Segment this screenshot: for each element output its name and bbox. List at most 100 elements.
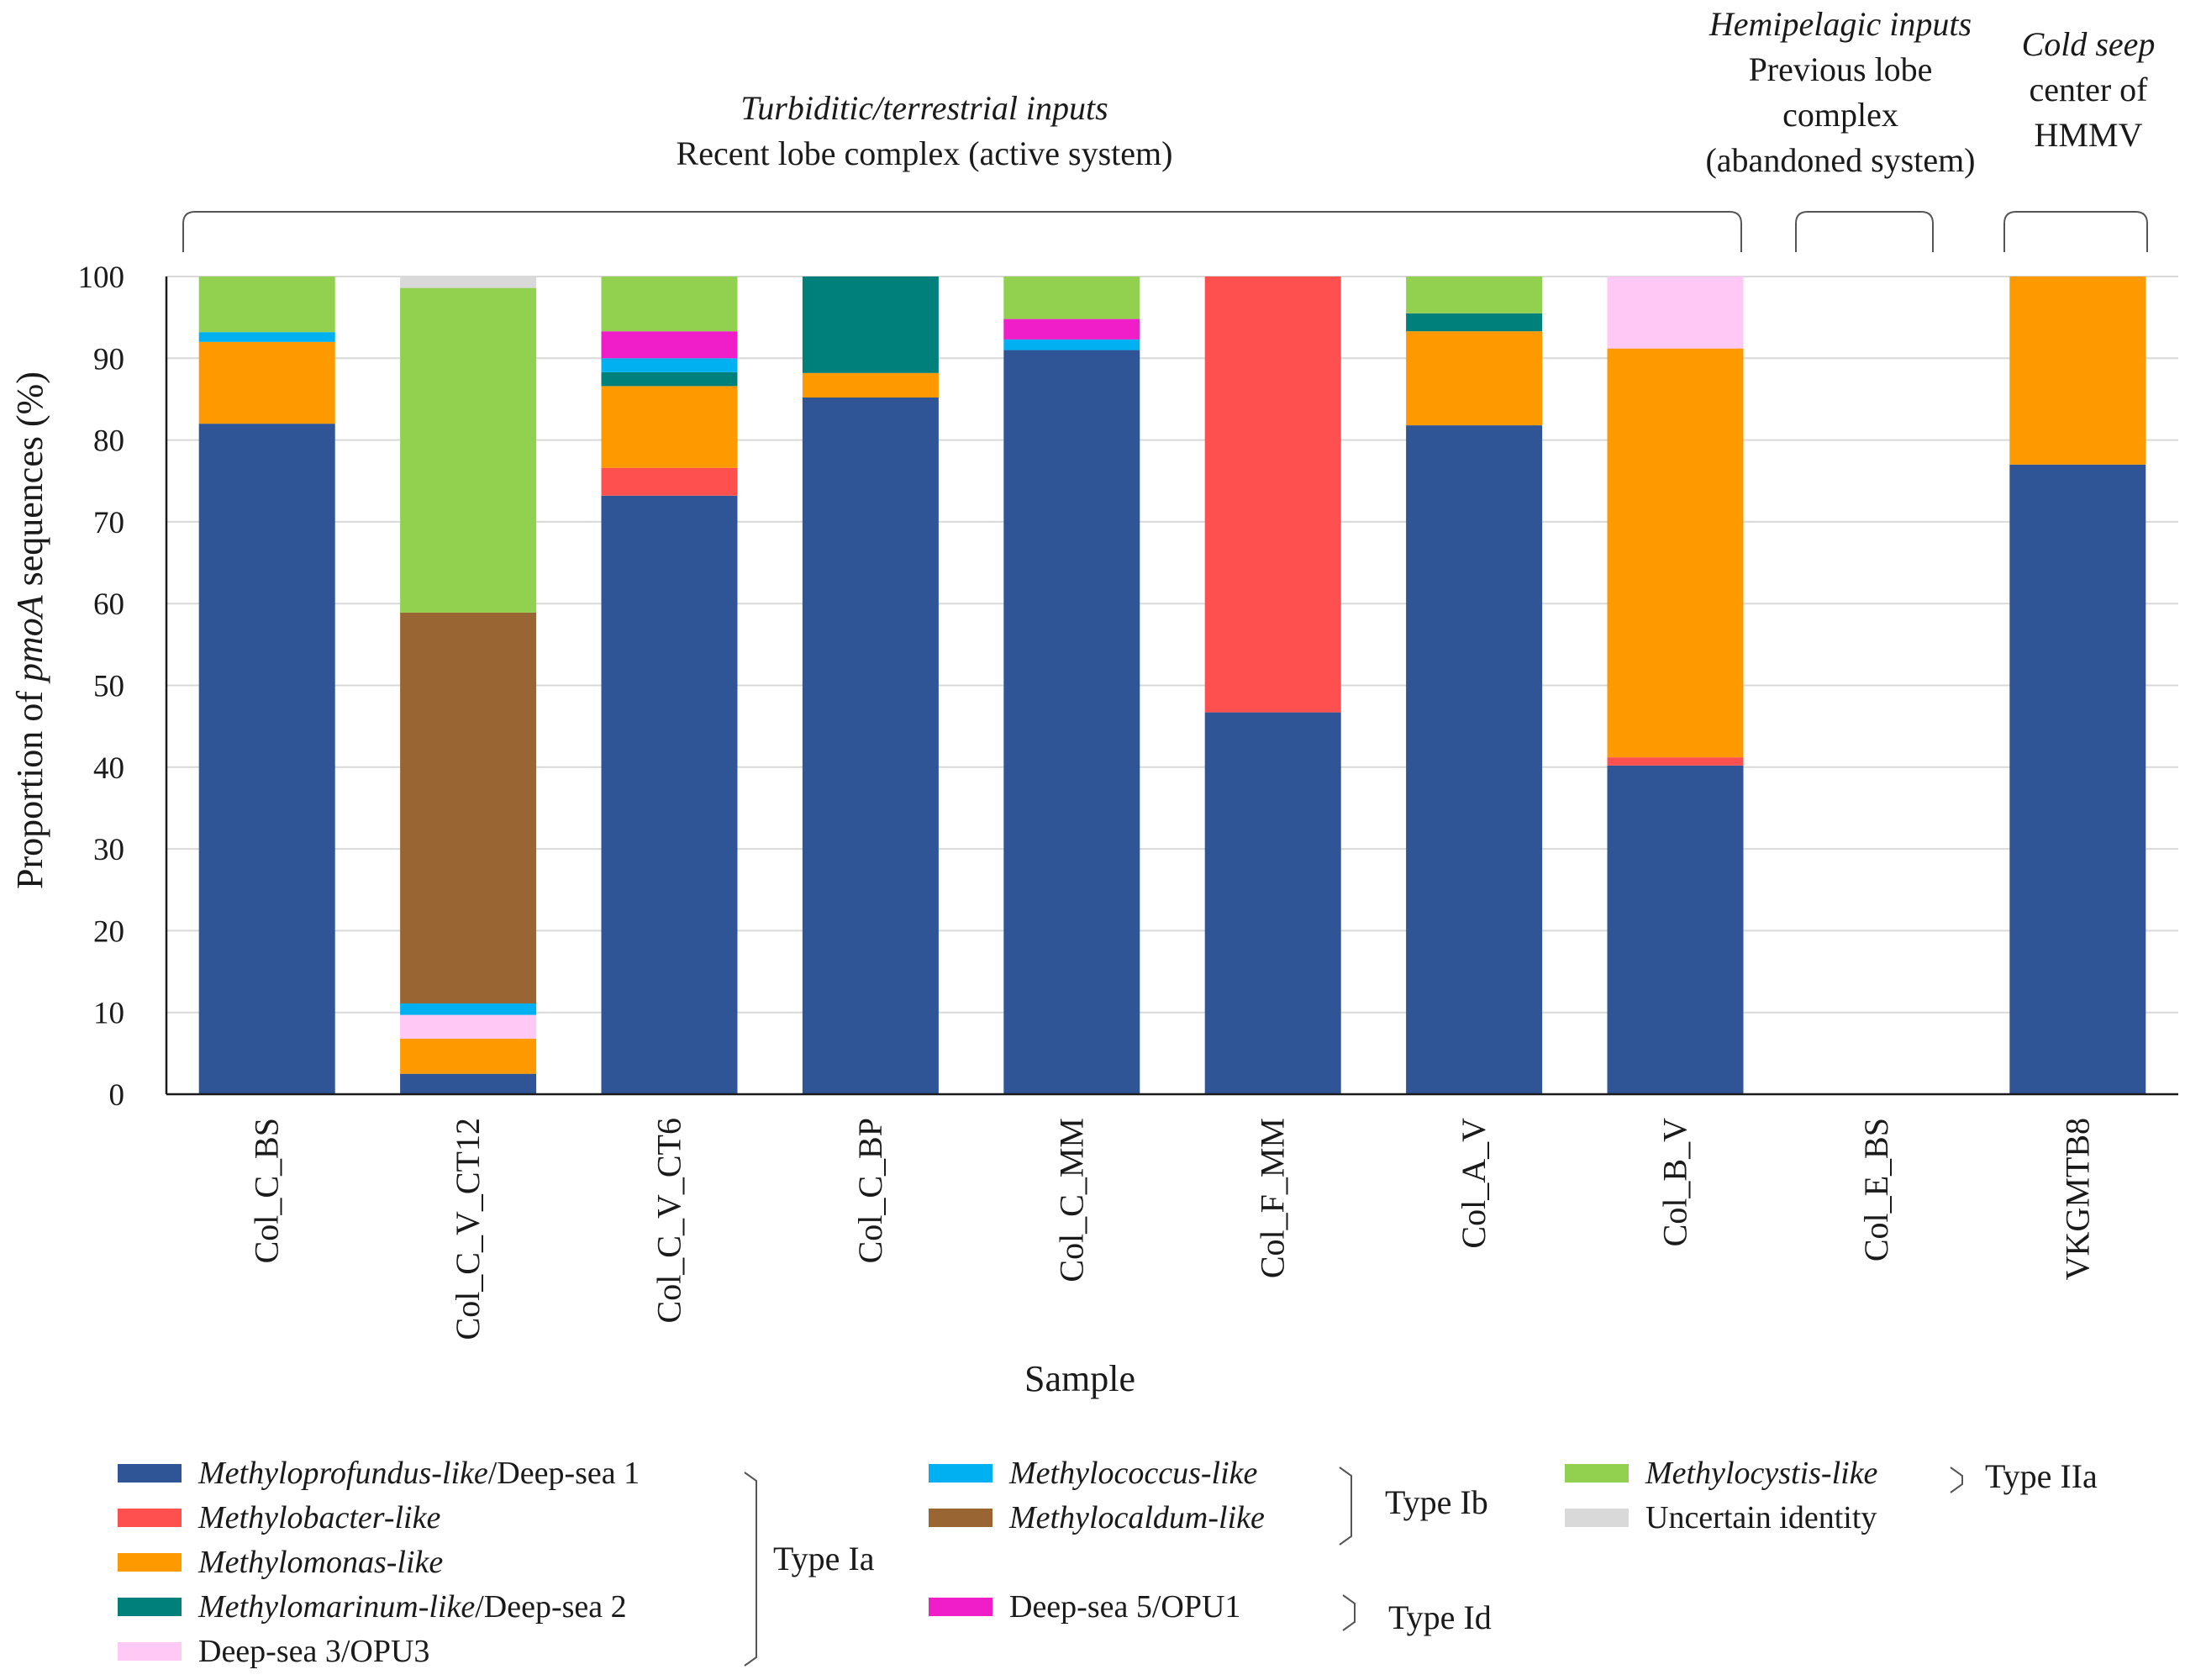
y-tick-labels: 0 10 20 30 40 50 60 70 80 90 100 — [78, 261, 125, 1113]
legend-label: Methylomonas-like — [197, 1545, 443, 1580]
legend-swatch — [118, 1464, 182, 1483]
bar-segment — [1406, 276, 1543, 313]
bar-segment — [198, 276, 335, 333]
bar-segment — [1003, 276, 1140, 319]
bar-segment — [1204, 276, 1341, 713]
y-tick-label: 80 — [93, 424, 124, 459]
legend-swatch — [118, 1598, 182, 1616]
bar-segment — [400, 612, 537, 1003]
group-label-line: HMMV — [2035, 116, 2143, 154]
bar-segment — [601, 276, 738, 332]
bar-segment — [1204, 712, 1341, 1094]
legend-swatch — [929, 1598, 992, 1616]
y-tick-label: 50 — [93, 670, 124, 704]
legend-swatch — [1565, 1464, 1629, 1483]
x-category-label: Col_E_BS — [1857, 1118, 1895, 1261]
bar-segment — [1003, 350, 1140, 1094]
legend-type-bracket — [744, 1472, 757, 1667]
bar-segment — [2009, 464, 2146, 1094]
bar-segment — [400, 1003, 537, 1015]
bar-segment — [1003, 339, 1140, 350]
bar-segment — [601, 358, 738, 372]
legend-swatch — [118, 1642, 182, 1661]
x-category-label: Col_C_MM — [1052, 1118, 1090, 1282]
legend-label: Methylococcus-like — [1008, 1456, 1258, 1491]
x-category-label: Col_A_V — [1455, 1118, 1493, 1249]
group-bracket — [2003, 211, 2148, 252]
group-bracket — [182, 211, 1742, 252]
group-label-line: Previous lobe — [1749, 50, 1933, 88]
group-label-line: complex — [1782, 96, 1898, 134]
group-label-line: (abandoned system) — [1705, 141, 1975, 179]
bar-segment — [400, 1073, 537, 1094]
bar-segment — [802, 372, 939, 398]
legend-label: Methylocaldum-like — [1008, 1500, 1265, 1535]
legend-swatch — [118, 1509, 182, 1527]
x-category-label: Col_C_BP — [851, 1118, 889, 1263]
group-annotations: Turbiditic/terrestrial inputs Recent lobe… — [182, 5, 2156, 252]
bar-segment — [400, 1038, 537, 1074]
group-bracket — [1795, 211, 1934, 252]
y-tick-label: 20 — [93, 914, 124, 949]
y-tick-label: 40 — [93, 751, 124, 786]
y-tick-label: 60 — [93, 587, 124, 622]
legend-type-label: Type Ia — [773, 1540, 875, 1577]
legend-swatch — [929, 1464, 992, 1483]
bar-segment — [1406, 425, 1543, 1094]
legend-type-label: Type Ib — [1385, 1483, 1488, 1521]
bar-segment — [198, 341, 335, 424]
bars — [198, 276, 2146, 1094]
bar-segment — [802, 398, 939, 1094]
group-label-italic: Cold seep — [2022, 25, 2156, 63]
y-tick-label: 30 — [93, 833, 124, 867]
bar-segment — [400, 1014, 537, 1039]
group-label-line: center of — [2029, 71, 2148, 108]
bar-segment — [601, 467, 738, 496]
legend-label: Methyloprofundus-like/Deep-sea 1 — [197, 1456, 640, 1491]
legend: Methyloprofundus-like/Deep-sea 1 Methylob… — [118, 1456, 2098, 1669]
bar-segment — [1406, 331, 1543, 426]
group-label-italic: Hemipelagic inputs — [1709, 5, 1972, 43]
bar-segment — [601, 386, 738, 468]
legend-type-bracket — [1950, 1467, 1963, 1493]
y-tick-label: 100 — [78, 261, 125, 295]
bar-segment — [1607, 276, 1744, 349]
bar-segment — [198, 424, 335, 1094]
x-category-label: Col_C_BS — [248, 1118, 286, 1263]
legend-swatch — [118, 1553, 182, 1572]
legend-swatch — [929, 1509, 992, 1527]
legend-label: Deep-sea 3/OPU3 — [198, 1634, 429, 1669]
legend-type-bracket — [1342, 1594, 1356, 1631]
bar-segment — [1003, 319, 1140, 340]
legend-label: Methylobacter-like — [197, 1500, 440, 1535]
x-category-label: Col_C_V_CT6 — [650, 1118, 688, 1323]
legend-swatch — [1565, 1509, 1629, 1527]
group-label-italic: Turbiditic/terrestrial inputs — [740, 89, 1108, 127]
bar-segment — [400, 287, 537, 613]
legend-type-label: Type IIa — [1985, 1457, 2098, 1495]
legend-label: Deep-sea 5/OPU1 — [1009, 1589, 1240, 1625]
y-tick-label: 90 — [93, 342, 124, 377]
bar-segment — [802, 276, 939, 373]
axes — [165, 276, 2178, 1096]
legend-type-label: Type Id — [1388, 1598, 1492, 1636]
legend-label: Uncertain identity — [1645, 1500, 1877, 1535]
bar-segment — [601, 495, 738, 1094]
bar-segment — [198, 332, 335, 342]
bar-segment — [601, 331, 738, 359]
bar-segment — [1607, 765, 1744, 1094]
x-category-labels: Col_C_BS Col_C_V_CT12 Col_C_V_CT6 Col_C_BP C… — [248, 1118, 2097, 1340]
y-tick-label: 10 — [93, 997, 124, 1031]
bar-segment — [1607, 348, 1744, 758]
x-category-label: VKGMTB8 — [2058, 1118, 2096, 1280]
bar-segment — [1607, 757, 1744, 766]
bar-segment — [601, 371, 738, 387]
bar-segment — [1406, 313, 1543, 332]
y-axis-title: Proportion of pmoA sequences (%) — [9, 371, 50, 889]
x-category-label: Col_B_V — [1656, 1118, 1694, 1246]
group-label-line: Recent lobe complex (active system) — [677, 134, 1173, 172]
x-category-label: Col_C_V_CT12 — [449, 1118, 487, 1340]
legend-type-bracket — [1339, 1467, 1352, 1546]
bar-segment — [2009, 276, 2146, 465]
y-tick-label: 70 — [93, 506, 124, 540]
